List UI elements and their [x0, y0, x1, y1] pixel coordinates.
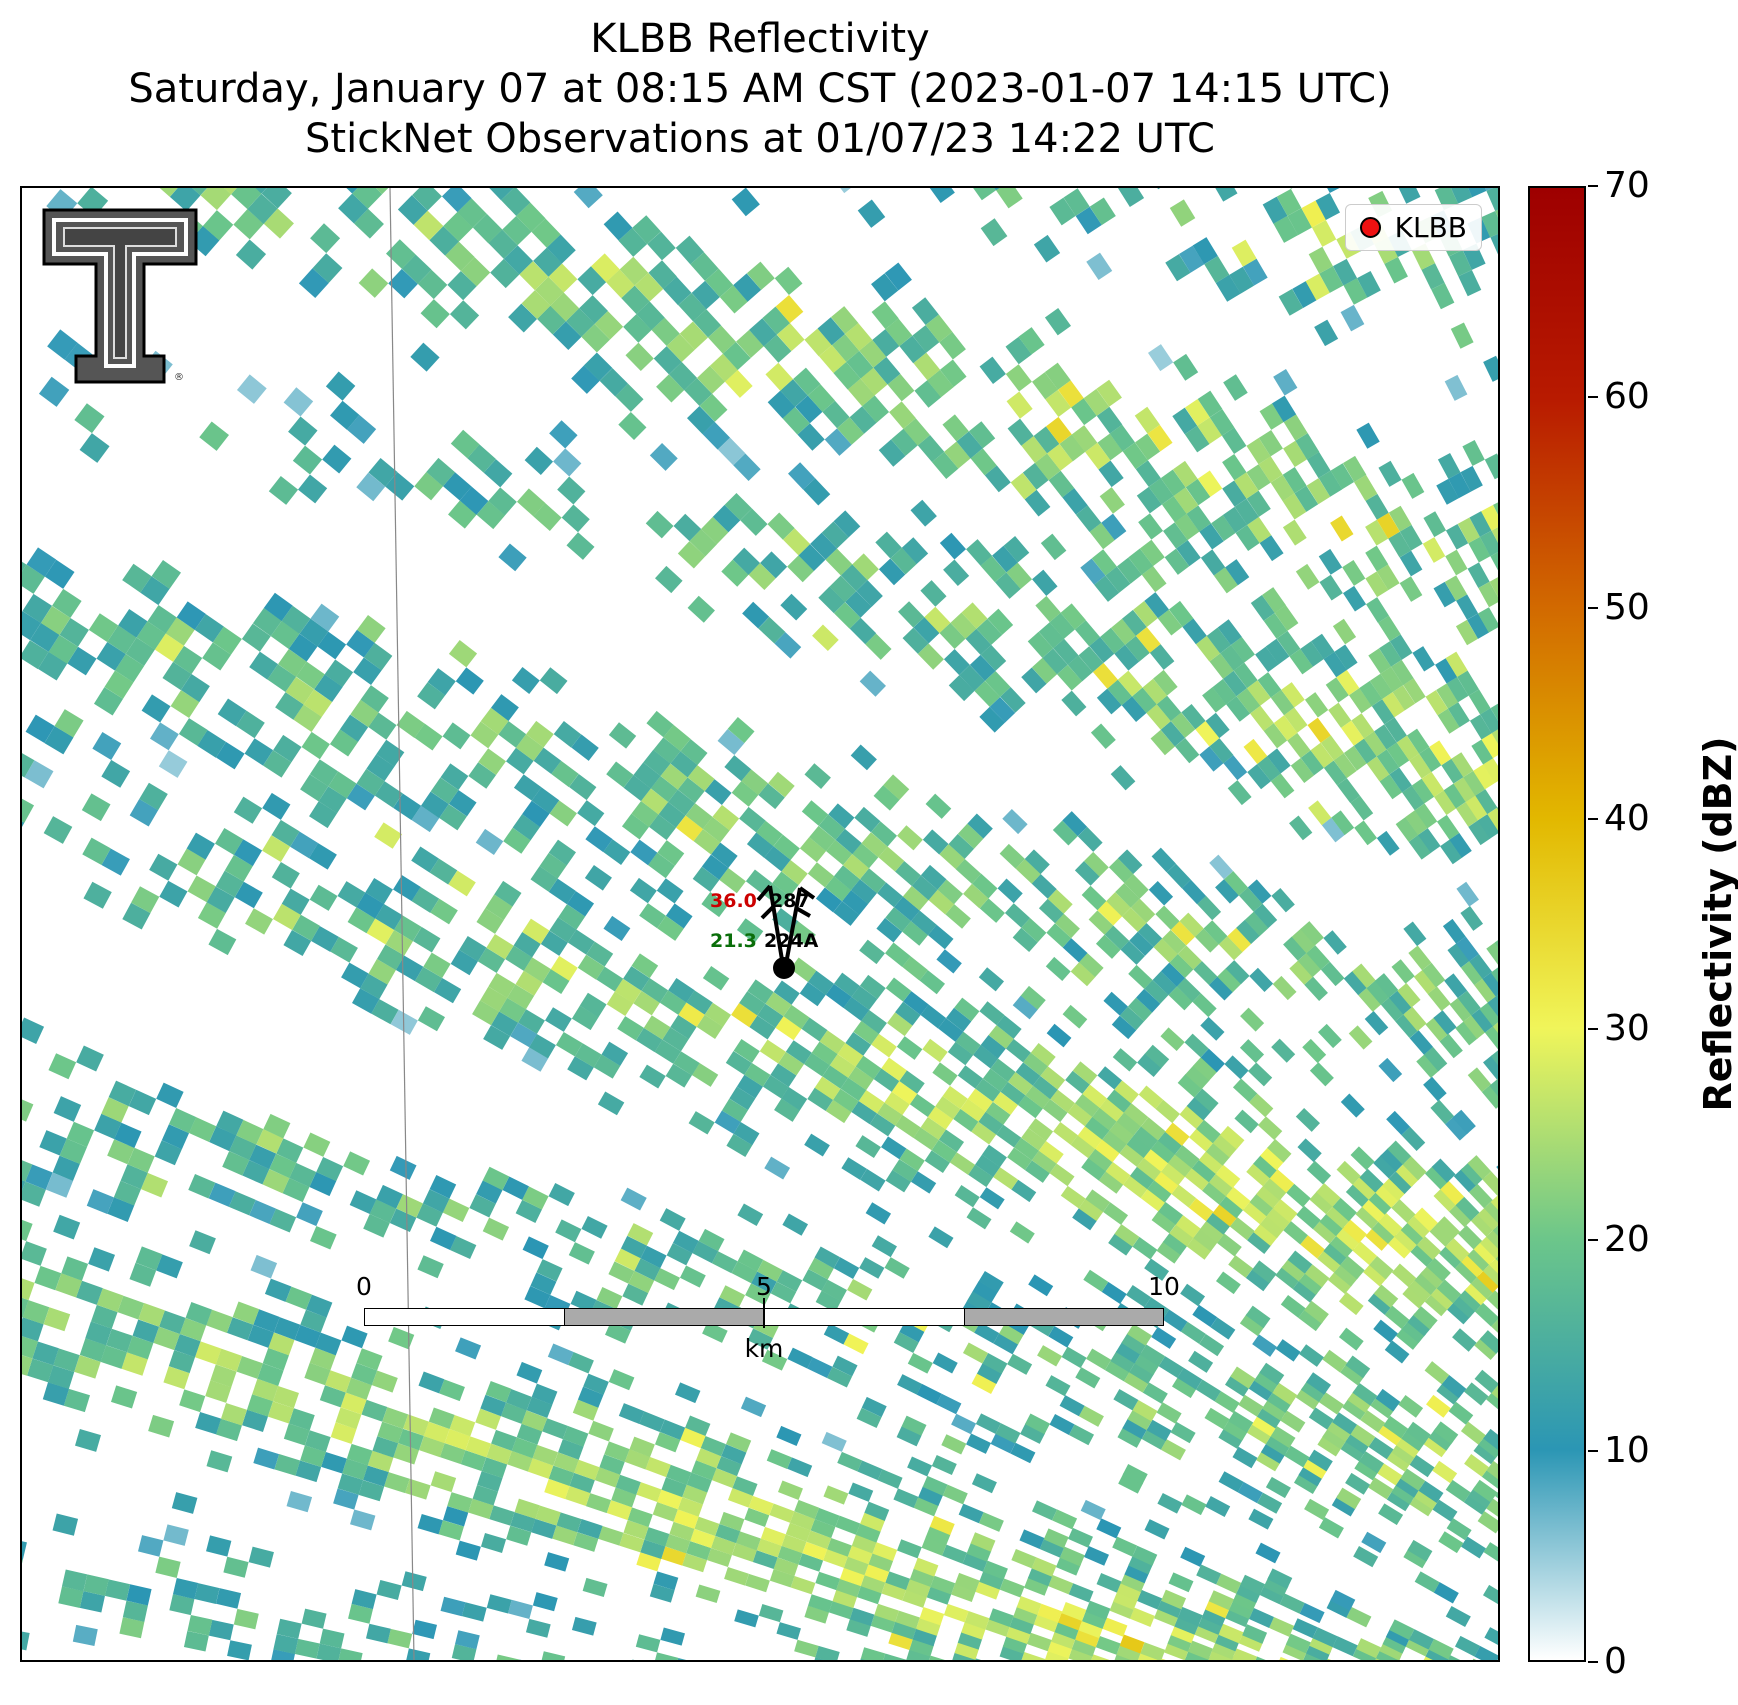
colorbar-tick-label: 50	[1604, 586, 1650, 628]
scale-bar: 0 5 10 km	[340, 1272, 1180, 1372]
colorbar	[1528, 186, 1586, 1662]
colorbar-tick-mark	[1588, 1028, 1598, 1031]
chart-title: KLBB Reflectivity	[590, 16, 930, 62]
scale-center-tick	[763, 1298, 765, 1328]
scale-tick-5: 5	[756, 1272, 772, 1301]
chart-subtitle-obs: StickNet Observations at 01/07/23 14:22 …	[305, 116, 1215, 162]
colorbar-tick-label: 20	[1604, 1219, 1650, 1261]
colorbar-tick-label: 10	[1604, 1430, 1650, 1472]
colorbar-tick-mark	[1588, 395, 1598, 398]
chart-subtitle-time: Saturday, January 07 at 08:15 AM CST (20…	[128, 66, 1392, 112]
legend-label: KLBB	[1394, 211, 1467, 244]
colorbar-tick-mark	[1588, 1450, 1598, 1453]
colorbar-tick-mark	[1588, 1661, 1598, 1663]
colorbar-tick-mark	[1588, 606, 1598, 609]
scale-segment	[564, 1308, 765, 1326]
station-id-224a: 224A	[764, 930, 819, 952]
colorbar-title: Reflectivity (dBZ)	[1696, 736, 1738, 1112]
station-id-287: 287	[770, 890, 810, 912]
scale-segment	[964, 1308, 1164, 1326]
scale-unit: km	[744, 1334, 784, 1363]
colorbar-tick-label: 0	[1604, 1641, 1627, 1682]
colorbar-tick-label: 70	[1604, 165, 1650, 206]
radar-map[interactable]: ® KLBB 36.0 287 21.3 224A	[20, 186, 1500, 1662]
station-dewpoint: 21.3	[710, 930, 757, 952]
scale-segment	[364, 1308, 565, 1326]
scale-tick-10: 10	[1148, 1272, 1180, 1301]
colorbar-tick-mark	[1588, 185, 1598, 187]
colorbar-tick-label: 30	[1604, 1008, 1650, 1050]
colorbar-tick-mark	[1588, 817, 1598, 820]
map-legend: KLBB	[1344, 204, 1482, 251]
texas-tech-logo-icon: ®	[40, 206, 200, 390]
station-temperature: 36.0	[710, 890, 757, 912]
scale-segment	[764, 1308, 965, 1326]
scale-tick-0: 0	[356, 1272, 372, 1301]
radar-site-marker-icon	[1359, 217, 1381, 238]
svg-text:®: ®	[174, 372, 184, 383]
colorbar-tick-mark	[1588, 1239, 1598, 1242]
colorbar-tick-label: 40	[1604, 797, 1650, 839]
wind-barb-icon	[756, 884, 816, 979]
colorbar-tick-label: 60	[1604, 375, 1650, 417]
